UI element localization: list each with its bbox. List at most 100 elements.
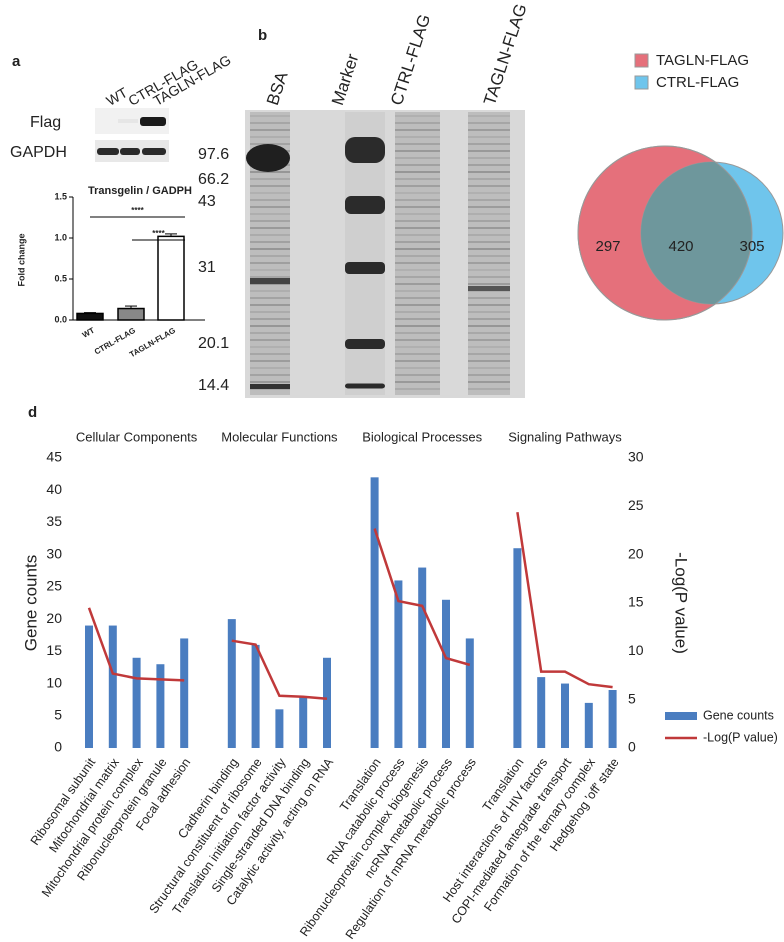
bar: [370, 477, 379, 748]
y-tick-label: 5: [54, 706, 62, 722]
bar: [418, 567, 427, 748]
gel-band: [395, 346, 440, 348]
gel-band: [468, 157, 510, 159]
gel-band: [468, 304, 510, 306]
gel-band: [468, 360, 510, 362]
gel-band: [250, 241, 290, 243]
gel-marker-label: 97.6: [198, 146, 229, 163]
gel-band: [395, 178, 440, 180]
gel-band: [395, 185, 440, 187]
gel-band: [395, 206, 440, 208]
gel-band: [468, 262, 510, 264]
gel-band: [395, 311, 440, 313]
gel-band: [395, 304, 440, 306]
y2-tick-label: 5: [628, 690, 636, 706]
gel-band: [468, 234, 510, 236]
group-label: Molecular Functions: [221, 429, 338, 444]
legend-label: Gene counts: [703, 708, 774, 722]
bar: [76, 312, 104, 321]
gel-band: [395, 150, 440, 152]
bar: [465, 638, 474, 748]
gel-band: [250, 374, 290, 376]
gel-band: [395, 276, 440, 278]
gel-band: [250, 122, 290, 124]
gel-band: [250, 206, 290, 208]
gel-band: [395, 164, 440, 166]
gel-band: [395, 388, 440, 390]
group-label: Signaling Pathways: [508, 429, 622, 444]
gel-band: [395, 248, 440, 250]
gel-band: [468, 311, 510, 313]
y2-tick-label: 15: [628, 594, 644, 610]
bar: [442, 599, 450, 748]
gel-band: [395, 360, 440, 362]
gel-band: [395, 381, 440, 383]
panel-label: a: [12, 53, 21, 70]
gel-band: [395, 213, 440, 215]
y-tick-label: 15: [46, 642, 62, 658]
gel-band: [468, 353, 510, 355]
gel-band: [250, 227, 290, 229]
gel-band: [468, 332, 510, 334]
gel-band: [395, 143, 440, 145]
gel-band: [250, 311, 290, 313]
panel-label: d: [28, 404, 37, 421]
gel-band: [468, 206, 510, 208]
gel-band: [345, 383, 385, 389]
gel-image: [245, 110, 525, 398]
gel-band: [250, 384, 290, 389]
y-tick-label: 40: [46, 481, 62, 497]
gel-band: [468, 276, 510, 278]
y-tick-label: 10: [46, 674, 62, 690]
gel-band: [468, 269, 510, 271]
gel-lane-label: Marker: [328, 51, 363, 107]
panel-label: b: [258, 27, 267, 44]
gel-marker-label: 31: [198, 259, 216, 276]
gel-band: [395, 269, 440, 271]
gel-band: [395, 325, 440, 327]
gel-band: [395, 241, 440, 243]
y-tick-label: 1.5: [54, 191, 67, 201]
gel-band: [468, 374, 510, 376]
gel-band: [395, 199, 440, 201]
gel-band: [250, 353, 290, 355]
gel-band: [250, 248, 290, 250]
gel-band: [250, 234, 290, 236]
y-tick-label: 25: [46, 578, 62, 594]
gel-band: [250, 360, 290, 362]
gel-band: [468, 136, 510, 138]
y2-tick-label: 30: [628, 449, 644, 465]
gel-band: [468, 367, 510, 369]
venn-value: 297: [595, 238, 620, 255]
gel-band: [395, 255, 440, 257]
gel-lane-label: BSA: [263, 69, 292, 108]
y-tick-label: 30: [46, 545, 62, 561]
gel-band: [468, 185, 510, 187]
gel-band: [345, 196, 385, 214]
gel-marker-label: 43: [198, 193, 216, 210]
y2-tick-label: 25: [628, 497, 644, 513]
gel-band: [395, 318, 440, 320]
gel-band: [395, 262, 440, 264]
gel-band: [250, 199, 290, 201]
gel-band: [468, 171, 510, 173]
gel-band: [468, 241, 510, 243]
blot-image: [95, 108, 169, 162]
gel-band: [468, 381, 510, 383]
legend-label: TAGLN-FLAG: [656, 52, 749, 69]
gel-band: [468, 150, 510, 152]
gel-band: [395, 157, 440, 159]
gel-band: [468, 255, 510, 257]
gel-band: [250, 290, 290, 292]
gel-band: [395, 115, 440, 117]
y-tick-label: 0: [54, 739, 62, 755]
gel-band: [395, 234, 440, 236]
bar: [251, 644, 260, 748]
y2-tick-label: 10: [628, 642, 644, 658]
gel-band: [395, 283, 440, 285]
gel-band: [468, 339, 510, 341]
bar: [180, 638, 189, 748]
bar: [299, 696, 308, 748]
gel-band: [250, 304, 290, 306]
